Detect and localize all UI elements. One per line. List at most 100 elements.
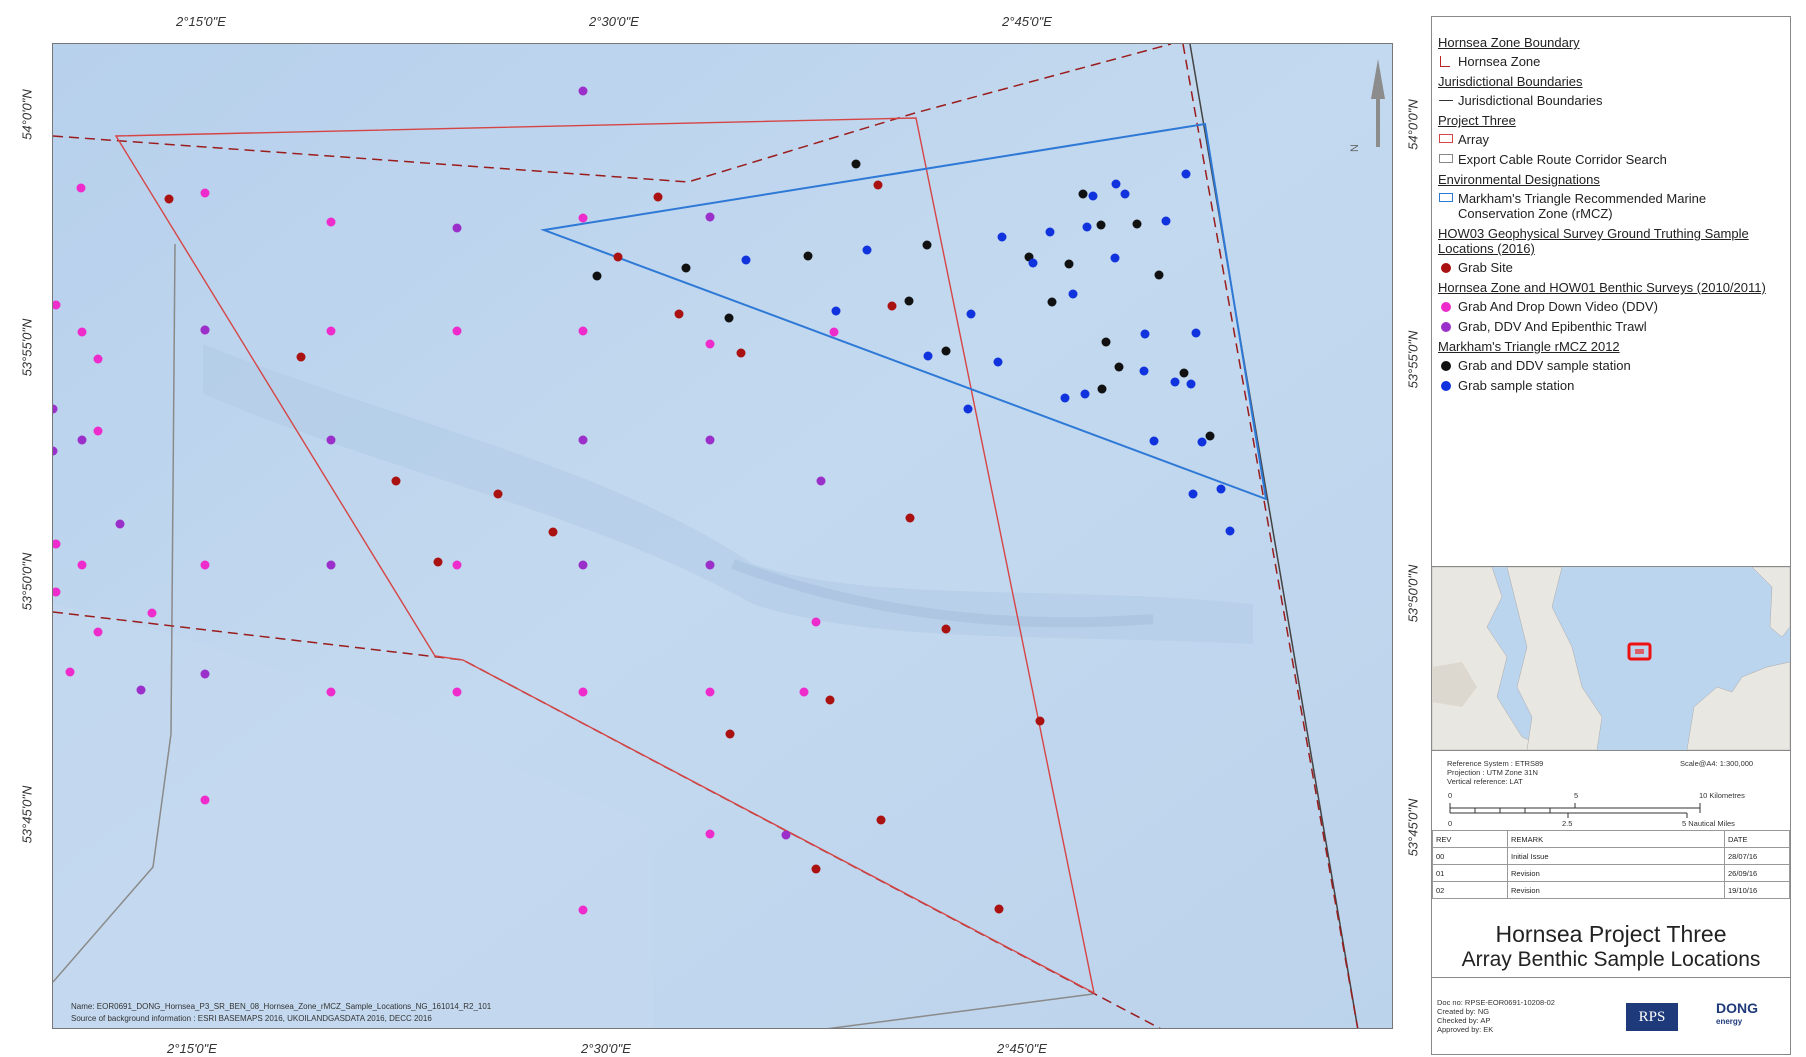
- rmcz-grab-point[interactable]: [1088, 191, 1098, 201]
- grab-site-point[interactable]: [164, 194, 174, 204]
- grab-ddv-point[interactable]: [326, 326, 336, 336]
- grab-ddv-point[interactable]: [452, 560, 462, 570]
- grab-ddv-point[interactable]: [93, 627, 103, 637]
- grab-site-point[interactable]: [873, 180, 883, 190]
- grab-ddv-point[interactable]: [829, 327, 839, 337]
- rmcz-grab-ddv-point[interactable]: [1047, 297, 1057, 307]
- rmcz-grab-point[interactable]: [1028, 258, 1038, 268]
- grab-site-point[interactable]: [825, 695, 835, 705]
- grab-site-point[interactable]: [296, 352, 306, 362]
- grab-ddv-trawl-point[interactable]: [326, 560, 336, 570]
- rmcz-grab-ddv-point[interactable]: [1064, 259, 1074, 269]
- overview-inset-map[interactable]: [1432, 566, 1790, 751]
- grab-site-point[interactable]: [391, 476, 401, 486]
- grab-site-point[interactable]: [1035, 716, 1045, 726]
- grab-ddv-trawl-point[interactable]: [115, 519, 125, 529]
- rmcz-grab-point[interactable]: [1120, 189, 1130, 199]
- grab-ddv-trawl-point[interactable]: [816, 476, 826, 486]
- grab-ddv-point[interactable]: [578, 213, 588, 223]
- rmcz-grab-point[interactable]: [1111, 179, 1121, 189]
- grab-ddv-point[interactable]: [705, 829, 715, 839]
- rmcz-grab-ddv-point[interactable]: [1154, 270, 1164, 280]
- grab-ddv-point[interactable]: [326, 217, 336, 227]
- grab-ddv-trawl-point[interactable]: [705, 560, 715, 570]
- grab-ddv-trawl-point[interactable]: [53, 404, 58, 414]
- grab-site-point[interactable]: [811, 864, 821, 874]
- grab-ddv-trawl-point[interactable]: [578, 560, 588, 570]
- grab-ddv-trawl-point[interactable]: [781, 830, 791, 840]
- rmcz-grab-point[interactable]: [993, 357, 1003, 367]
- rmcz-grab-point[interactable]: [741, 255, 751, 265]
- grab-site-point[interactable]: [493, 489, 503, 499]
- rmcz-grab-point[interactable]: [1045, 227, 1055, 237]
- grab-ddv-point[interactable]: [578, 905, 588, 915]
- grab-ddv-trawl-point[interactable]: [200, 325, 210, 335]
- rmcz-grab-ddv-point[interactable]: [1179, 368, 1189, 378]
- grab-ddv-point[interactable]: [200, 560, 210, 570]
- grab-ddv-point[interactable]: [65, 667, 75, 677]
- grab-site-point[interactable]: [905, 513, 915, 523]
- rmcz-grab-ddv-point[interactable]: [1078, 189, 1088, 199]
- grab-ddv-point[interactable]: [705, 339, 715, 349]
- rmcz-grab-point[interactable]: [997, 232, 1007, 242]
- rmcz-grab-point[interactable]: [1181, 169, 1191, 179]
- grab-site-point[interactable]: [433, 557, 443, 567]
- rmcz-grab-ddv-point[interactable]: [851, 159, 861, 169]
- grab-site-point[interactable]: [653, 192, 663, 202]
- grab-site-point[interactable]: [548, 527, 558, 537]
- grab-site-point[interactable]: [613, 252, 623, 262]
- rmcz-grab-ddv-point[interactable]: [1097, 384, 1107, 394]
- grab-ddv-trawl-point[interactable]: [452, 223, 462, 233]
- grab-site-point[interactable]: [887, 301, 897, 311]
- grab-site-point[interactable]: [994, 904, 1004, 914]
- rmcz-grab-point[interactable]: [1110, 253, 1120, 263]
- grab-ddv-trawl-point[interactable]: [326, 435, 336, 445]
- grab-ddv-point[interactable]: [76, 183, 86, 193]
- grab-site-point[interactable]: [725, 729, 735, 739]
- grab-ddv-point[interactable]: [811, 617, 821, 627]
- grab-ddv-trawl-point[interactable]: [705, 212, 715, 222]
- grab-ddv-point[interactable]: [77, 560, 87, 570]
- grab-ddv-trawl-point[interactable]: [53, 446, 58, 456]
- map-canvas[interactable]: N Name: EOR0691_DONG_Hornsea_P3_SR_BEN_0…: [52, 43, 1393, 1029]
- grab-ddv-trawl-point[interactable]: [77, 435, 87, 445]
- rmcz-grab-point[interactable]: [966, 309, 976, 319]
- rmcz-grab-ddv-point[interactable]: [904, 296, 914, 306]
- rmcz-grab-ddv-point[interactable]: [592, 271, 602, 281]
- rmcz-grab-point[interactable]: [1186, 379, 1196, 389]
- grab-site-point[interactable]: [941, 624, 951, 634]
- grab-ddv-trawl-point[interactable]: [705, 435, 715, 445]
- grab-site-point[interactable]: [876, 815, 886, 825]
- rmcz-grab-point[interactable]: [831, 306, 841, 316]
- grab-ddv-point[interactable]: [77, 327, 87, 337]
- grab-ddv-trawl-point[interactable]: [578, 435, 588, 445]
- rmcz-grab-point[interactable]: [1216, 484, 1226, 494]
- rmcz-grab-point[interactable]: [1161, 216, 1171, 226]
- rmcz-grab-ddv-point[interactable]: [681, 263, 691, 273]
- rmcz-grab-point[interactable]: [1068, 289, 1078, 299]
- grab-ddv-point[interactable]: [705, 687, 715, 697]
- rmcz-grab-point[interactable]: [1080, 389, 1090, 399]
- grab-ddv-point[interactable]: [53, 300, 61, 310]
- rmcz-grab-point[interactable]: [1149, 436, 1159, 446]
- grab-ddv-trawl-point[interactable]: [200, 669, 210, 679]
- grab-ddv-trawl-point[interactable]: [136, 685, 146, 695]
- grab-ddv-point[interactable]: [147, 608, 157, 618]
- grab-ddv-point[interactable]: [53, 539, 61, 549]
- grab-site-point[interactable]: [736, 348, 746, 358]
- rmcz-grab-ddv-point[interactable]: [724, 313, 734, 323]
- grab-ddv-point[interactable]: [93, 426, 103, 436]
- rmcz-grab-ddv-point[interactable]: [803, 251, 813, 261]
- grab-ddv-point[interactable]: [452, 687, 462, 697]
- grab-ddv-trawl-point[interactable]: [578, 86, 588, 96]
- grab-ddv-point[interactable]: [200, 795, 210, 805]
- rmcz-grab-point[interactable]: [862, 245, 872, 255]
- rmcz-grab-point[interactable]: [963, 404, 973, 414]
- rmcz-grab-point[interactable]: [1082, 222, 1092, 232]
- rmcz-grab-point[interactable]: [1139, 366, 1149, 376]
- grab-ddv-point[interactable]: [326, 687, 336, 697]
- grab-site-point[interactable]: [674, 309, 684, 319]
- rmcz-grab-ddv-point[interactable]: [1096, 220, 1106, 230]
- rmcz-grab-point[interactable]: [1060, 393, 1070, 403]
- rmcz-grab-point[interactable]: [1140, 329, 1150, 339]
